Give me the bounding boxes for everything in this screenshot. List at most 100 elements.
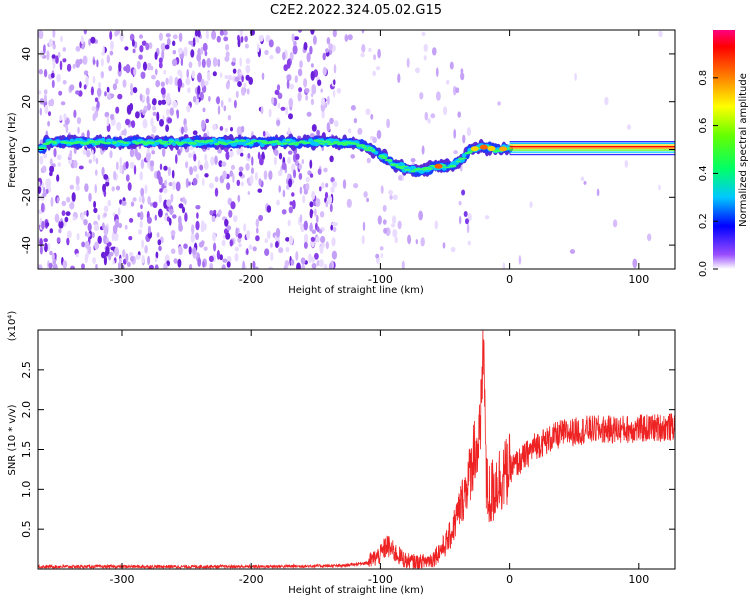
noise-speck	[148, 264, 154, 269]
noise-speck	[39, 107, 42, 116]
noise-speck	[118, 61, 122, 72]
noise-speck	[178, 221, 183, 230]
ridge-blob	[401, 165, 408, 168]
noise-speck	[296, 262, 301, 269]
ridge-blob	[316, 140, 323, 143]
noise-speck	[158, 57, 163, 64]
noise-speck	[278, 152, 283, 160]
noise-speck	[44, 242, 48, 253]
noise-speck	[293, 40, 297, 47]
ridge-hotspot	[434, 163, 443, 169]
noise-speck	[217, 148, 223, 154]
noise-speck	[115, 185, 121, 191]
noise-speck	[142, 118, 148, 129]
noise-speck	[144, 245, 148, 254]
noise-speck	[161, 99, 167, 105]
noise-speck	[467, 240, 471, 246]
noise-speck	[111, 232, 115, 242]
noise-speck	[122, 249, 126, 258]
noise-speck	[86, 210, 89, 217]
noise-speck	[60, 35, 63, 43]
noise-speck	[257, 188, 263, 193]
noise-speck	[183, 46, 188, 57]
noise-speck	[380, 185, 384, 194]
noise-speck	[201, 220, 205, 228]
noise-speck	[115, 78, 119, 85]
noise-speck	[309, 222, 313, 232]
x-tick-label: 0	[506, 273, 513, 286]
ridge-blob	[449, 164, 457, 168]
noise-speck	[238, 243, 242, 248]
noise-speck	[407, 234, 412, 245]
noise-speck	[221, 239, 226, 247]
noise-speck	[366, 197, 369, 203]
noise-speck	[195, 232, 200, 241]
noise-speck	[115, 161, 119, 171]
noise-speck	[241, 87, 246, 96]
noise-speck	[107, 94, 112, 100]
noise-speck	[462, 134, 466, 144]
spectrogram-x-label: Height of straight line (km)	[288, 285, 424, 296]
noise-speck	[151, 100, 156, 105]
noise-speck	[317, 79, 322, 86]
noise-speck	[81, 263, 85, 269]
noise-speck	[175, 181, 181, 192]
noise-speck	[72, 216, 76, 221]
noise-speck	[49, 158, 53, 166]
noise-speck	[158, 100, 162, 106]
noise-speck	[276, 84, 281, 91]
noise-speck	[300, 257, 306, 265]
noise-speck	[436, 67, 439, 77]
noise-speck	[184, 212, 188, 222]
noise-speck	[627, 124, 631, 130]
noise-speck	[106, 116, 110, 127]
noise-speck	[56, 154, 62, 161]
noise-speck	[391, 223, 396, 228]
noise-speck	[318, 259, 324, 268]
noise-speck	[317, 168, 322, 175]
noise-speck	[98, 81, 102, 89]
noise-speck	[85, 77, 89, 88]
noise-speck	[264, 238, 268, 244]
noise-speck	[139, 220, 143, 229]
ridge-blob	[387, 159, 393, 162]
noise-speck	[208, 255, 214, 262]
noise-speck	[188, 181, 191, 186]
noise-speck	[237, 38, 241, 48]
noise-speck	[46, 178, 51, 189]
noise-speck	[432, 47, 437, 56]
noise-speck	[421, 31, 426, 37]
noise-speck	[218, 160, 223, 168]
noise-speck	[319, 211, 325, 218]
noise-speck	[63, 113, 67, 121]
noise-speck	[119, 163, 123, 174]
noise-speck	[466, 127, 472, 137]
noise-speck	[370, 113, 374, 120]
noise-speck	[287, 156, 291, 164]
noise-speck	[53, 261, 56, 269]
noise-speck	[301, 159, 305, 165]
noise-speck	[172, 34, 178, 40]
ridge-blob	[234, 139, 239, 143]
noise-speck	[529, 201, 533, 208]
noise-speck	[91, 149, 94, 156]
ridge-blob	[455, 160, 461, 163]
noise-speck	[286, 79, 290, 90]
noise-speck	[283, 64, 289, 72]
noise-speck	[624, 160, 629, 168]
noise-speck	[192, 165, 198, 172]
noise-speck	[430, 113, 436, 119]
noise-speck	[125, 253, 129, 263]
noise-speck	[397, 73, 401, 83]
noise-speck	[222, 234, 226, 240]
noise-speck	[453, 150, 458, 155]
noise-speck	[222, 258, 228, 263]
noise-speck	[177, 149, 181, 155]
noise-speck	[128, 236, 133, 241]
noise-speck	[360, 52, 365, 58]
colorbar-tick-label: 0.8	[698, 70, 709, 86]
noise-speck	[84, 253, 88, 264]
noise-speck	[94, 184, 97, 194]
noise-speck	[258, 35, 264, 42]
noise-speck	[450, 246, 456, 253]
